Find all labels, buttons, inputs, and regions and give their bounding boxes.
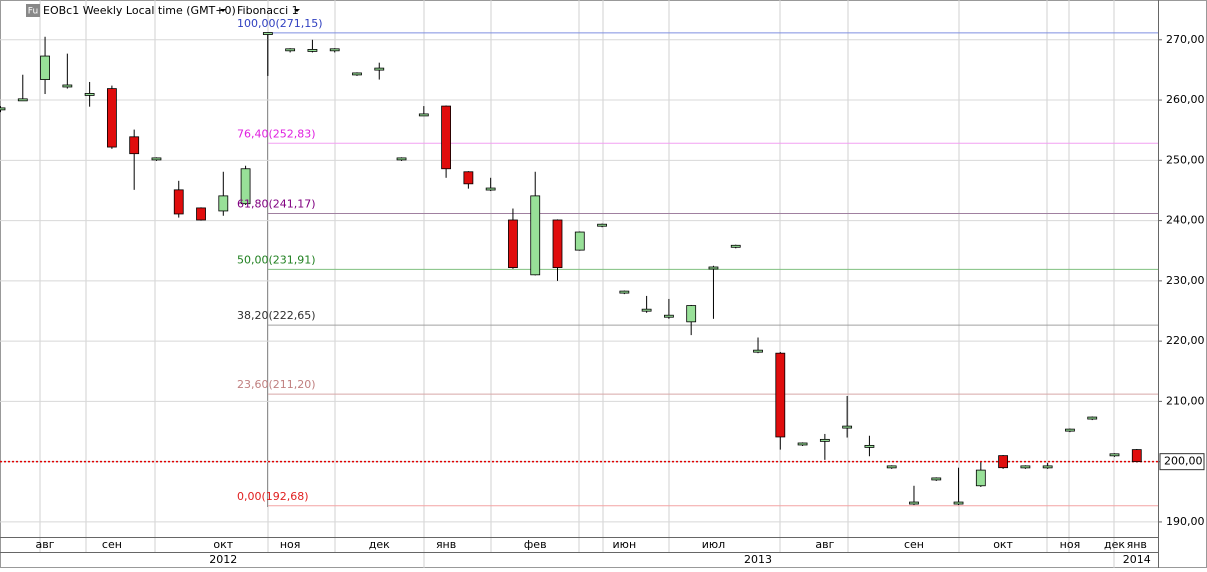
year-label: 2012 (209, 553, 237, 566)
fib-label: 38,20(222,65) (237, 309, 316, 322)
x-tick-label: янв (1127, 538, 1147, 551)
candle-body (998, 455, 1008, 469)
candle-body (396, 157, 407, 161)
candle-body (552, 219, 563, 268)
candle-body (775, 352, 786, 438)
x-tick-label: янв (436, 538, 456, 551)
x-tick-label: окт (993, 538, 1013, 551)
x-tick-label: дек (369, 538, 390, 551)
candle-body (641, 308, 652, 312)
fib-label: 23,60(211,20) (237, 378, 316, 391)
x-tick-label: июл (702, 538, 725, 551)
candle-body (953, 501, 964, 505)
candle-body (418, 113, 429, 117)
candle-body (574, 231, 585, 251)
x-tick-label: авг (815, 538, 834, 551)
candle-body (619, 290, 630, 294)
plot-area (0, 32, 1158, 523)
candle-body (753, 349, 763, 353)
last-price-box (1159, 453, 1205, 471)
candle-body (1109, 453, 1120, 457)
candle-body (262, 32, 273, 35)
fib-label: 76,40(252,83) (237, 127, 316, 140)
candle-body (17, 98, 28, 102)
candle-body (819, 438, 830, 442)
candle-body (886, 465, 897, 469)
candle-body (196, 207, 206, 221)
candle-body (173, 189, 184, 215)
candle-body (797, 442, 808, 446)
fib-label: 100,00(271,15) (237, 17, 323, 30)
candle-body (307, 49, 318, 52)
candle-body (129, 136, 140, 155)
candle-body (597, 223, 607, 227)
last-price-label: 200,00 (1164, 455, 1203, 468)
fib-label: 61,80(241,17) (237, 198, 316, 211)
candle-body (931, 477, 942, 481)
candle-body (708, 266, 719, 270)
candle-body (864, 444, 875, 448)
x-tick-label: окт (213, 538, 233, 551)
fib-label: 50,00(231,91) (237, 253, 316, 266)
x-tick-label: фев (524, 538, 547, 551)
x-tick-label: ноя (1060, 538, 1081, 551)
candle-body (686, 305, 697, 323)
candle-body (1065, 428, 1075, 432)
candle-body (352, 72, 362, 76)
candle-body (441, 105, 452, 170)
y-tick-label: 260,00 (1166, 93, 1205, 106)
candle-body (151, 157, 162, 161)
symbol-icon (26, 4, 40, 17)
candle-body (84, 93, 95, 96)
y-tick-label: 210,00 (1166, 394, 1205, 407)
title-dropdown[interactable] (220, 9, 226, 12)
candle-body (730, 244, 741, 248)
y-tick-label: 270,00 (1166, 33, 1205, 46)
candle-body (40, 55, 50, 80)
fib-label: 0,00(192,68) (237, 490, 309, 503)
candle-body (842, 425, 853, 429)
candle-body (664, 314, 674, 318)
candle-body (909, 501, 919, 505)
candle-body (508, 219, 518, 268)
y-tick-label: 250,00 (1166, 153, 1205, 166)
candle-body (530, 195, 541, 276)
candle-body (285, 48, 296, 52)
x-tick-label: авг (36, 538, 55, 551)
x-tick-label: ноя (280, 538, 301, 551)
candle-body (374, 67, 385, 71)
x-tick-label: июн (613, 538, 637, 551)
y-tick-label: 190,00 (1166, 515, 1205, 528)
candle-body (329, 48, 340, 52)
x-tick-label: сен (904, 538, 924, 551)
year-label: 2014 (1123, 553, 1151, 566)
candle-body (0, 107, 6, 111)
candle-body (1087, 416, 1098, 420)
y-tick-label: 240,00 (1166, 214, 1205, 227)
candle-body (463, 171, 474, 185)
y-tick-label: 220,00 (1166, 334, 1205, 347)
candle-body (975, 469, 986, 487)
candle-body (485, 187, 496, 191)
candle-body (1020, 465, 1031, 469)
x-tick-label: дек (1104, 538, 1125, 551)
chart-title: EOBc1 Weekly Local time (GMT+0) (43, 4, 236, 17)
candle-body (218, 195, 229, 212)
x-tick-label: сен (102, 538, 122, 551)
candle-body (1042, 465, 1053, 469)
candle-body (1131, 449, 1142, 463)
candle-body (240, 168, 251, 205)
candle-body (107, 88, 117, 148)
symbol-icon-text: Fu (28, 7, 38, 17)
indicator-dropdown[interactable] (294, 9, 300, 12)
indicator-name: Fibonacci 1 (237, 4, 299, 17)
y-tick-label: 230,00 (1166, 274, 1205, 287)
year-label: 2013 (744, 553, 772, 566)
candle-body (62, 84, 73, 88)
month-grid (39, 0, 1115, 568)
